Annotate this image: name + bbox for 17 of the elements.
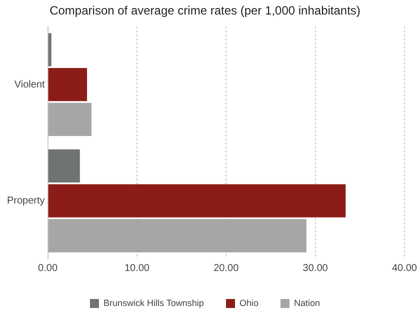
bar [48, 219, 306, 252]
bar [48, 102, 92, 136]
y-tick-label: Violent [14, 79, 46, 90]
bar [48, 184, 346, 218]
bar [48, 33, 52, 66]
legend-label: Ohio [240, 298, 259, 308]
bar [48, 149, 80, 183]
chart-title: Comparison of average crime rates (per 1,000 inhabitants) [50, 4, 360, 18]
x-tick-label: 0.00 [38, 262, 58, 274]
x-tick-label: 30.00 [302, 262, 328, 274]
legend-label: Nation [294, 298, 320, 308]
legend-label: Brunswick Hills Township [103, 298, 204, 308]
x-tick-label: 10.00 [124, 262, 150, 274]
bar [48, 68, 88, 102]
x-tick-label: 40.00 [392, 262, 418, 274]
y-tick-label: Property [6, 196, 45, 207]
x-tick-label: 20.00 [214, 262, 240, 274]
